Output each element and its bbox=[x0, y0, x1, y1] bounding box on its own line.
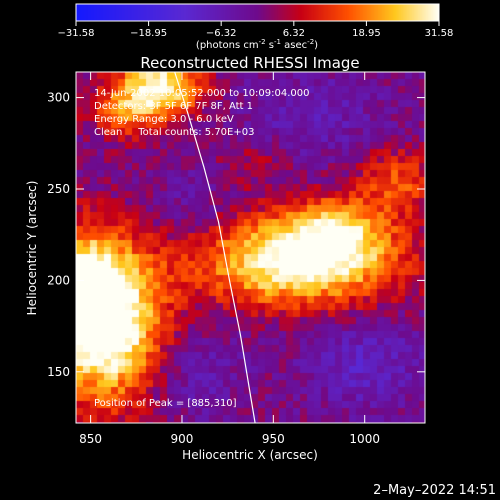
x-tick-label: 1000 bbox=[349, 432, 380, 446]
y-tick-label: 150 bbox=[47, 365, 70, 379]
heatmap-image bbox=[76, 72, 425, 423]
plot-frame bbox=[75, 71, 426, 424]
y-tick-label: 200 bbox=[47, 273, 70, 287]
y-tick-label: 300 bbox=[47, 91, 70, 105]
colorbar-tick-label: −18.95 bbox=[130, 28, 167, 39]
y-tick-label: 250 bbox=[47, 182, 70, 196]
x-axis-label: Heliocentric X (arcsec) bbox=[182, 448, 318, 462]
colorbar-tick-label: 31.58 bbox=[425, 28, 454, 39]
annotation-time-range: 14-Jun-2002 10:05:52.000 to 10:09:04.000 bbox=[94, 88, 310, 99]
colorbar-tick-label: 18.95 bbox=[352, 28, 381, 39]
x-tick-label: 850 bbox=[79, 432, 102, 446]
annotation-detectors: Detectors: 3F 5F 6F 7F 8F, Att 1 bbox=[94, 101, 253, 112]
annotation-block: 14-Jun-2002 10:05:52.000 to 10:09:04.000… bbox=[94, 88, 310, 409]
colorbar-unit-label: (photons cm-2 s-1 asec-2) bbox=[196, 38, 318, 51]
x-tick-label: 900 bbox=[171, 432, 194, 446]
chart-title: Reconstructed RHESSI Image bbox=[140, 54, 359, 72]
solar-limb-line bbox=[174, 71, 256, 424]
axis-ticks: 850 900 950 1000 150 200 250 300 bbox=[47, 72, 425, 446]
colorbar-gradient bbox=[76, 4, 439, 21]
x-tick-label: 950 bbox=[262, 432, 285, 446]
footer-date: 2–May–2022 14:51 bbox=[373, 483, 496, 498]
colorbar-tick-label: 6.32 bbox=[283, 28, 305, 39]
peak-position-label: Position of Peak = [885,310] bbox=[94, 398, 237, 409]
annotation-energy-range: Energy Range: 3.0 - 6.0 keV bbox=[94, 114, 234, 125]
colorbar-frame bbox=[75, 3, 440, 22]
colorbar-ticks: −31.58 −18.95 −6.32 6.32 18.95 31.58 bbox=[57, 21, 453, 39]
annotation-clean-counts: Clean Total counts: 5.70E+03 bbox=[94, 127, 254, 138]
colorbar-tick-label: −31.58 bbox=[57, 28, 94, 39]
colorbar-tick-label: −6.32 bbox=[206, 28, 237, 39]
y-axis-label: Heliocentric Y (arcsec) bbox=[25, 181, 39, 316]
